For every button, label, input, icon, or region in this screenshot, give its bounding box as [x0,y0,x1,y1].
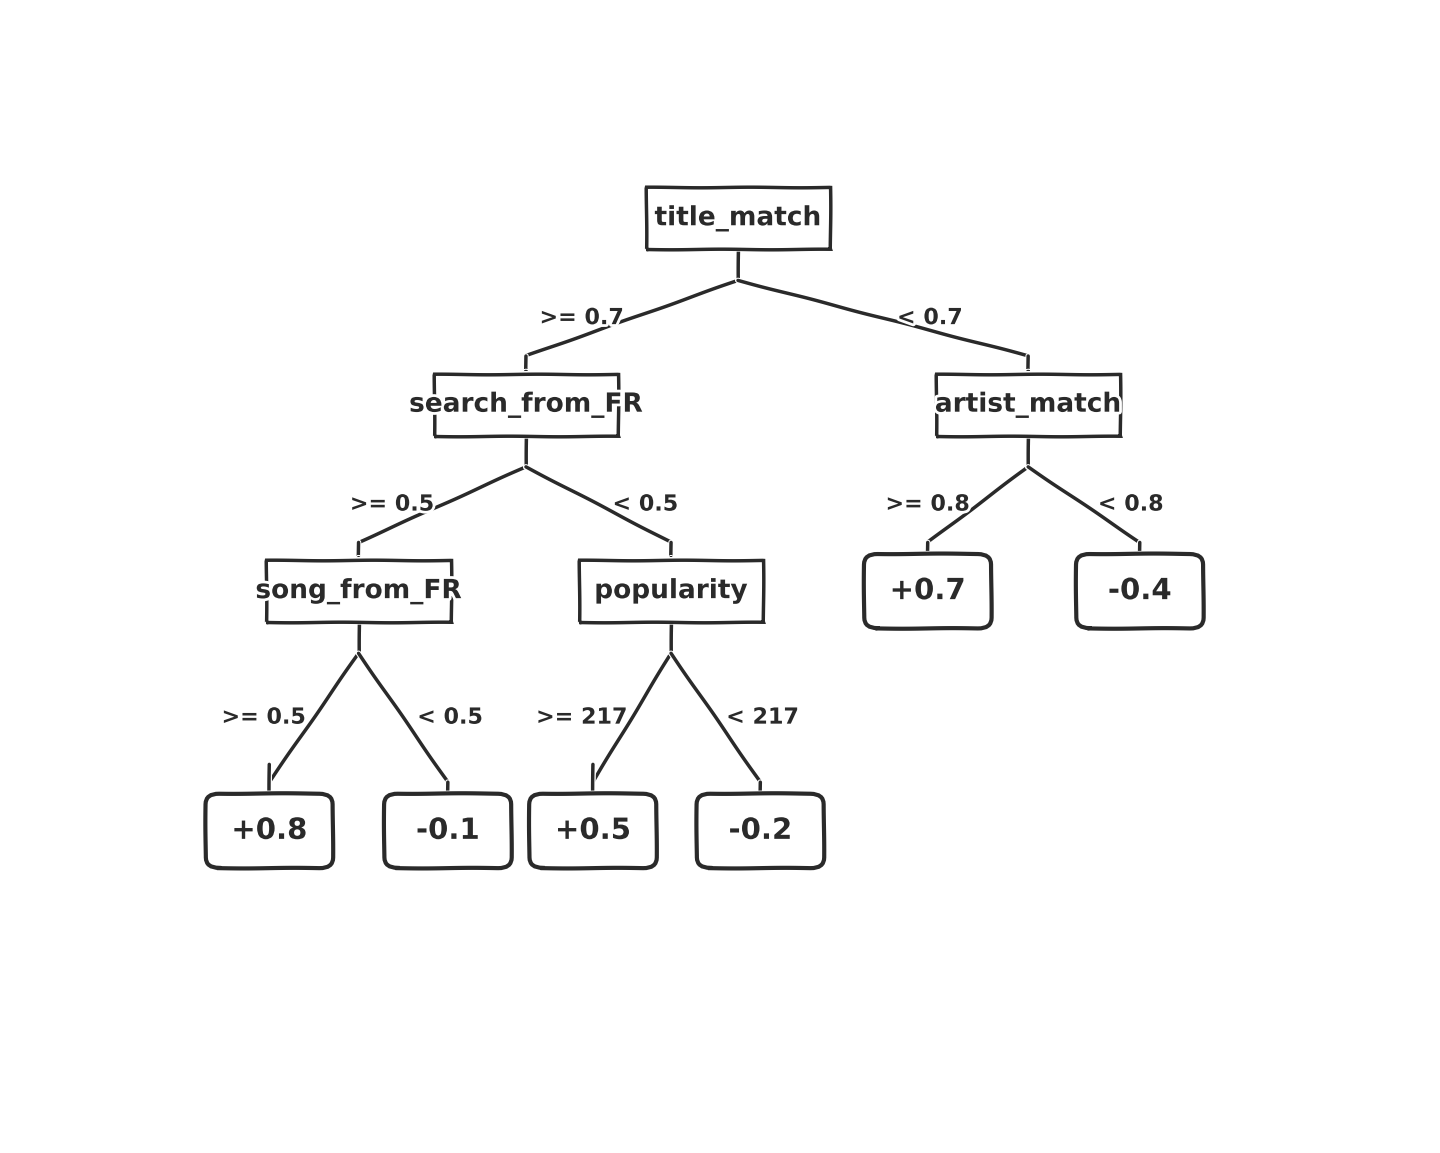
Text: +0.7: +0.7 [890,578,966,605]
Text: >= 0.5: >= 0.5 [350,495,435,514]
Text: artist_match: artist_match [935,392,1122,417]
Text: -0.2: -0.2 [729,816,792,845]
Text: < 0.7: < 0.7 [897,308,963,329]
FancyBboxPatch shape [433,374,618,436]
FancyBboxPatch shape [864,553,991,628]
FancyBboxPatch shape [579,560,763,623]
Text: < 0.5: < 0.5 [612,495,678,514]
Text: +0.5: +0.5 [554,816,631,845]
Text: title_match: title_match [655,205,821,232]
Text: < 0.8: < 0.8 [1097,495,1164,514]
FancyBboxPatch shape [266,560,451,623]
Text: search_from_FR: search_from_FR [409,392,642,417]
Text: song_from_FR: song_from_FR [255,578,462,604]
FancyBboxPatch shape [647,187,829,249]
Text: -0.4: -0.4 [1107,578,1172,605]
Text: popularity: popularity [595,578,747,604]
Text: +0.8: +0.8 [232,816,307,845]
Text: >= 0.5: >= 0.5 [222,708,305,728]
Text: >= 0.8: >= 0.8 [886,495,971,514]
FancyBboxPatch shape [936,374,1120,436]
FancyBboxPatch shape [1076,553,1204,628]
FancyBboxPatch shape [206,793,333,868]
FancyBboxPatch shape [530,793,657,868]
FancyBboxPatch shape [384,793,511,868]
Text: >= 217: >= 217 [536,708,628,728]
FancyBboxPatch shape [697,793,824,868]
Text: < 0.5: < 0.5 [418,708,482,728]
Text: -0.1: -0.1 [416,816,480,845]
Text: < 217: < 217 [726,708,799,728]
Text: >= 0.7: >= 0.7 [540,308,624,329]
